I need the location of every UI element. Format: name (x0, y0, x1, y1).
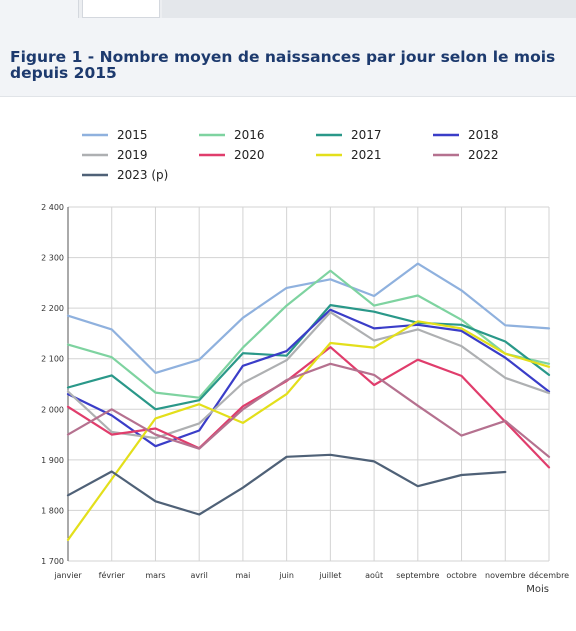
x-axis: janvier février mars avril mai juin juillet aoû… (53, 570, 569, 580)
x-axis-label: Mois (526, 584, 549, 595)
line-chart: 2015 2016 2017 2018 2019 2020 2021 2022 2023 (p)… (41, 128, 569, 595)
series-line-2022 (66, 362, 551, 458)
legend-item[interactable]: 2022 (433, 148, 499, 162)
legend-label: 2015 (117, 128, 148, 142)
legend-label: 2019 (117, 148, 148, 162)
legend-label: 2022 (468, 148, 499, 162)
series-line-2016 (66, 269, 551, 399)
x-tick-label: décembre (529, 570, 569, 580)
x-tick-label: juin (278, 571, 294, 580)
x-tick-label: mai (235, 571, 250, 580)
y-axis: 1 700 1 800 1 900 2 000 2 100 2 200 2 300 2 400 (41, 203, 64, 566)
x-tick-label: janvier (53, 571, 82, 580)
series-line-2019 (66, 311, 551, 440)
y-tick-label: 1 700 (41, 557, 64, 566)
y-tick-label: 1 900 (41, 456, 64, 465)
x-tick-label: août (365, 571, 383, 580)
x-tick-label: octobre (446, 571, 477, 580)
x-tick-label: avril (190, 571, 207, 580)
y-tick-label: 2 000 (41, 405, 64, 414)
legend-label: 2021 (351, 148, 382, 162)
tab-active[interactable] (82, 0, 160, 18)
series-line-2021 (66, 320, 551, 541)
chart-grid (67, 206, 550, 562)
x-tick-label: novembre (485, 571, 526, 580)
legend-item[interactable]: 2019 (82, 148, 148, 162)
legend-item[interactable]: 2018 (433, 128, 499, 142)
series-line-2023-p (66, 453, 507, 516)
series-line-2018 (66, 308, 551, 448)
x-tick-label: mars (145, 571, 165, 580)
x-tick-label: février (99, 570, 126, 580)
chart-panel (0, 96, 576, 631)
y-tick-label: 2 100 (41, 355, 64, 364)
legend-item[interactable]: 2020 (199, 148, 265, 162)
legend-item[interactable]: 2021 (316, 148, 382, 162)
legend-label: 2016 (234, 128, 265, 142)
y-tick-label: 2 300 (41, 254, 64, 263)
legend-label: 2017 (351, 128, 382, 142)
legend-item[interactable]: 2015 (82, 128, 148, 142)
chart-series (66, 262, 551, 541)
legend-item[interactable]: 2016 (199, 128, 265, 142)
y-tick-label: 2 400 (41, 203, 64, 212)
legend-item[interactable]: 2023 (p) (82, 168, 168, 182)
tab-bar (0, 0, 576, 18)
chart-legend: 2015 2016 2017 2018 2019 2020 2021 2022 2023 (p) (82, 128, 499, 182)
tab-inactive[interactable] (0, 0, 79, 18)
x-tick-label: septembre (396, 571, 439, 580)
series-line-2015 (66, 262, 551, 374)
x-tick-label: juillet (318, 571, 341, 580)
y-tick-label: 2 200 (41, 304, 64, 313)
legend-label: 2023 (p) (117, 168, 168, 182)
legend-label: 2020 (234, 148, 265, 162)
series-line-2020 (66, 346, 551, 469)
tab-bar-filler (162, 0, 576, 18)
legend-label: 2018 (468, 128, 499, 142)
legend-item[interactable]: 2017 (316, 128, 382, 142)
page-title: Figure 1 - Nombre moyen de naissances pa… (10, 48, 556, 82)
y-tick-label: 1 800 (41, 506, 64, 515)
